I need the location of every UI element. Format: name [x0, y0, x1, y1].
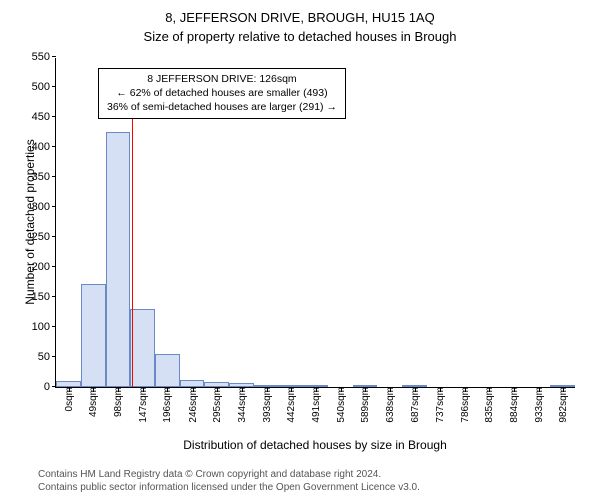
histogram-bar [402, 385, 427, 387]
y-tick-mark [52, 116, 56, 117]
x-tick-label: 687sqm [410, 387, 421, 427]
x-tick-label: 835sqm [484, 387, 495, 427]
x-tick-label: 442sqm [286, 387, 297, 427]
y-tick-label: 550 [32, 51, 56, 63]
x-tick-label: 344sqm [237, 387, 248, 427]
y-tick-label: 100 [32, 321, 56, 333]
x-tick-label: 0sqm [64, 387, 75, 415]
y-tick-label: 300 [32, 201, 56, 213]
y-tick-label: 150 [32, 291, 56, 303]
y-tick-label: 250 [32, 231, 56, 243]
property-marker-line [132, 81, 133, 387]
x-tick-label: 246sqm [188, 387, 199, 427]
histogram-bar [155, 354, 180, 387]
histogram-bar [229, 383, 254, 387]
histogram-bar [303, 385, 328, 387]
y-tick-label: 50 [38, 351, 56, 363]
y-tick-label: 200 [32, 261, 56, 273]
chart-container: 8, JEFFERSON DRIVE, BROUGH, HU15 1AQ Siz… [0, 0, 600, 500]
y-tick-mark [52, 266, 56, 267]
histogram-bar [130, 309, 155, 387]
x-tick-label: 786sqm [460, 387, 471, 427]
y-tick-mark [52, 146, 56, 147]
histogram-bar [278, 385, 303, 387]
x-tick-label: 98sqm [113, 387, 124, 421]
x-tick-label: 393sqm [262, 387, 273, 427]
y-tick-label: 450 [32, 111, 56, 123]
y-tick-mark [52, 326, 56, 327]
y-tick-label: 400 [32, 141, 56, 153]
annotation-line3: 36% of semi-detached houses are larger (… [107, 100, 337, 114]
footer-line2: Contains public sector information licen… [38, 481, 420, 494]
y-tick-mark [52, 236, 56, 237]
histogram-bar [81, 284, 106, 387]
y-tick-mark [52, 206, 56, 207]
histogram-bar [180, 380, 205, 387]
page-title-line1: 8, JEFFERSON DRIVE, BROUGH, HU15 1AQ [0, 0, 600, 25]
x-tick-label: 737sqm [435, 387, 446, 427]
y-tick-mark [52, 296, 56, 297]
x-tick-label: 196sqm [162, 387, 173, 427]
x-tick-label: 982sqm [558, 387, 569, 427]
x-tick-label: 638sqm [385, 387, 396, 427]
histogram-bar [254, 385, 279, 387]
histogram-bar [353, 385, 378, 387]
annotation-line2: ← 62% of detached houses are smaller (49… [107, 86, 337, 100]
annotation-line1: 8 JEFFERSON DRIVE: 126sqm [107, 72, 337, 86]
x-tick-label: 49sqm [88, 387, 99, 421]
page-title-line2: Size of property relative to detached ho… [0, 25, 600, 44]
x-tick-label: 589sqm [360, 387, 371, 427]
y-tick-mark [52, 56, 56, 57]
x-tick-label: 147sqm [138, 387, 149, 427]
x-tick-label: 884sqm [509, 387, 520, 427]
y-tick-mark [52, 176, 56, 177]
footer-attribution: Contains HM Land Registry data © Crown c… [38, 468, 420, 494]
histogram-bar [106, 132, 131, 387]
x-tick-label: 540sqm [336, 387, 347, 427]
histogram-bar [204, 382, 229, 387]
y-tick-mark [52, 86, 56, 87]
y-tick-label: 500 [32, 81, 56, 93]
y-tick-label: 350 [32, 171, 56, 183]
y-tick-mark [52, 356, 56, 357]
x-tick-label: 491sqm [311, 387, 322, 427]
histogram-bar [56, 381, 81, 387]
x-axis-label: Distribution of detached houses by size … [55, 438, 575, 452]
x-tick-label: 933sqm [534, 387, 545, 427]
y-tick-label: 0 [44, 381, 56, 393]
footer-line1: Contains HM Land Registry data © Crown c… [38, 468, 420, 481]
x-tick-label: 295sqm [212, 387, 223, 427]
annotation-box: 8 JEFFERSON DRIVE: 126sqm ← 62% of detac… [98, 68, 346, 119]
histogram-bar [550, 385, 575, 387]
